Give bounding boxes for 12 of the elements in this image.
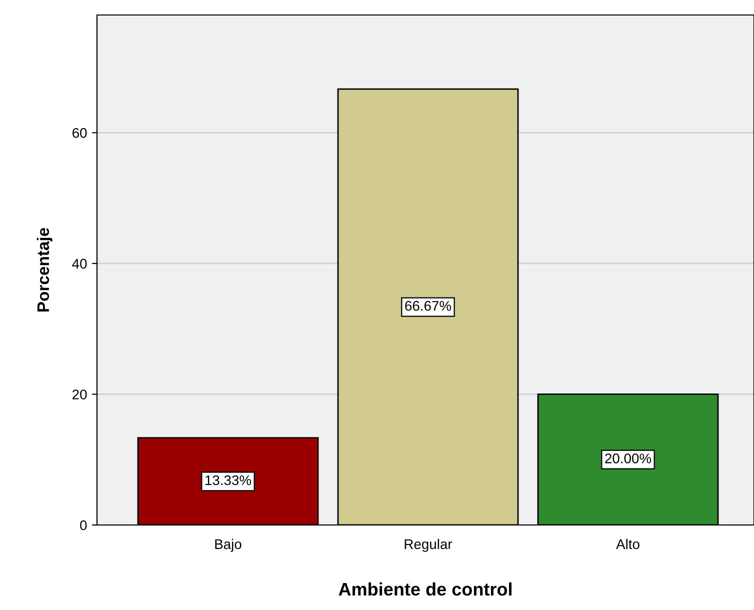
x-axis-title: Ambiente de control [338,582,512,596]
x-tick-label: Bajo [215,538,242,552]
y-tick-label: 60 [72,128,87,138]
data-label: 20.00% [605,454,652,464]
x-tick-label: Alto [616,538,640,550]
y-tick-label: 0 [80,520,87,530]
data-label: 13.33% [206,475,252,486]
data-label: 66.67% [405,300,452,311]
x-tick-label: Regular [404,538,452,552]
y-axis-title: Porcentaje [36,228,52,312]
y-tick-label: 20 [72,390,87,400]
y-tick-label: 40 [72,258,87,269]
